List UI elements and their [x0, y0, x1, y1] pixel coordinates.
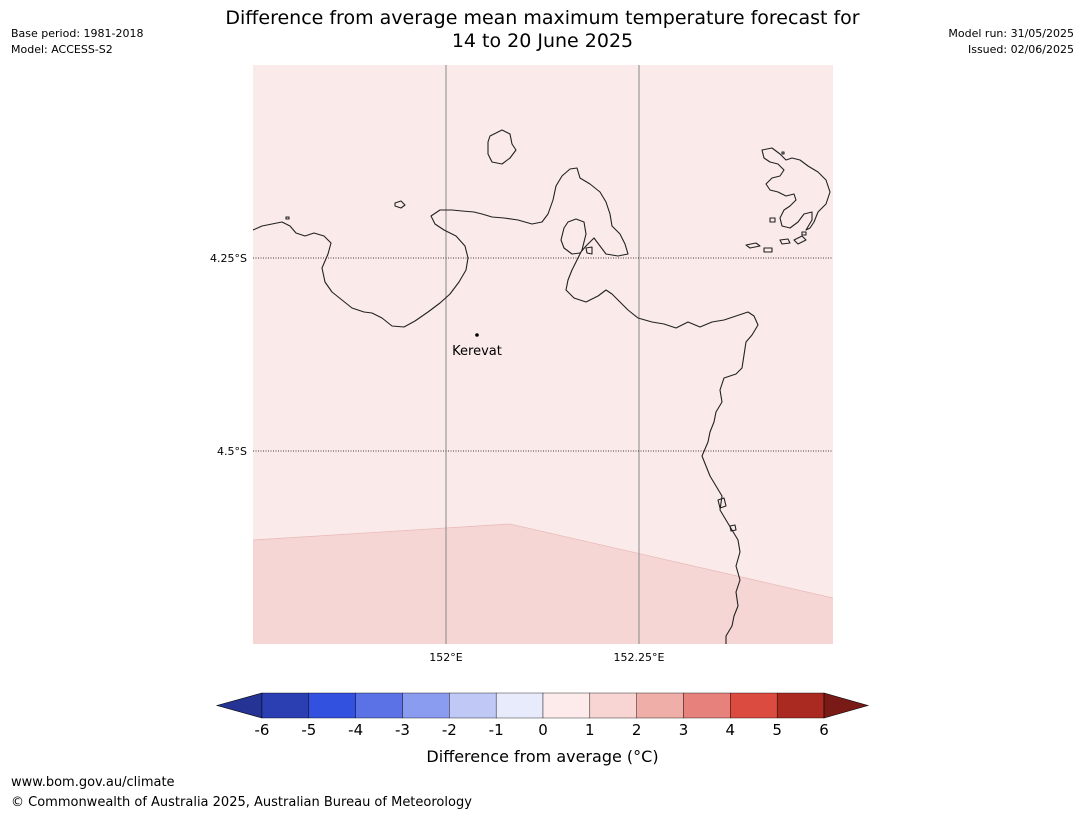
- colorbar-tick-label: 1: [585, 721, 595, 739]
- lon-label-152-25: 152.25°E: [614, 651, 665, 664]
- colorbar-segment: [683, 692, 731, 719]
- anomaly-band-edge: [252, 523, 834, 599]
- lat-label-4-5: 4.5°S: [217, 445, 247, 458]
- colorbar-extend-high: [823, 692, 870, 719]
- colorbar-segment: [495, 692, 544, 719]
- colorbar-tick-label: 0: [538, 721, 548, 739]
- colorbar-segment: [589, 692, 637, 719]
- colorbar-segment: [402, 692, 450, 719]
- model-run: Model run: 31/05/2025: [948, 27, 1074, 40]
- model-name: Model: ACCESS-S2: [11, 43, 113, 56]
- title-line-1: Difference from average mean maximum tem…: [225, 7, 860, 29]
- colorbar-tick-label: -1: [489, 721, 504, 739]
- map-title: Difference from average mean maximum tem…: [0, 7, 1085, 53]
- colorbar-extend-low: [215, 692, 263, 719]
- title-line-2: 14 to 20 June 2025: [451, 30, 634, 52]
- colorbar-tick-label: -4: [348, 721, 363, 739]
- coastline: [252, 129, 831, 644]
- colorbar-tick-label: 6: [819, 721, 829, 739]
- footer-url[interactable]: www.bom.gov.au/climate: [11, 775, 175, 790]
- anomaly-band-1-2: [253, 524, 833, 644]
- issued-date: Issued: 02/06/2025: [967, 43, 1074, 56]
- colorbar-tick-label: 4: [726, 721, 736, 739]
- colorbar-segment: [355, 692, 403, 719]
- base-period: Base period: 1981-2018: [11, 27, 144, 40]
- colorbar-segment: [776, 692, 825, 719]
- colorbar-segment: [261, 692, 310, 719]
- colorbar-segment: [730, 692, 778, 719]
- colorbar-tick-label: 5: [772, 721, 782, 739]
- colorbar-segment: [308, 692, 356, 719]
- lat-label-4-25: 4.25°S: [210, 252, 247, 265]
- colorbar-segment: [636, 692, 684, 719]
- footer-copyright: © Commonwealth of Australia 2025, Austra…: [11, 795, 472, 810]
- colorbar-tick-label: -5: [301, 721, 316, 739]
- colorbar-tick-label: 3: [679, 721, 689, 739]
- colorbar-tick-label: -6: [255, 721, 270, 739]
- colorbar: -6 -5 -4 -3 -2 -1 0 1 2 3 4 5 6: [215, 692, 870, 739]
- lon-label-152: 152°E: [429, 651, 462, 664]
- colorbar-tick-label: -3: [395, 721, 410, 739]
- colorbar-label: Difference from average (°C): [426, 747, 659, 766]
- colorbar-segment: [542, 692, 591, 719]
- colorbar-tick-label: -2: [442, 721, 457, 739]
- meta-right: Model run: 31/05/2025 Issued: 02/06/2025: [948, 26, 1074, 58]
- kerevat-marker: [475, 333, 479, 337]
- meta-left: Base period: 1981-2018 Model: ACCESS-S2: [11, 26, 143, 58]
- colorbar-segment: [449, 692, 497, 719]
- colorbar-tick-label: 2: [632, 721, 642, 739]
- kerevat-label: Kerevat: [452, 344, 502, 359]
